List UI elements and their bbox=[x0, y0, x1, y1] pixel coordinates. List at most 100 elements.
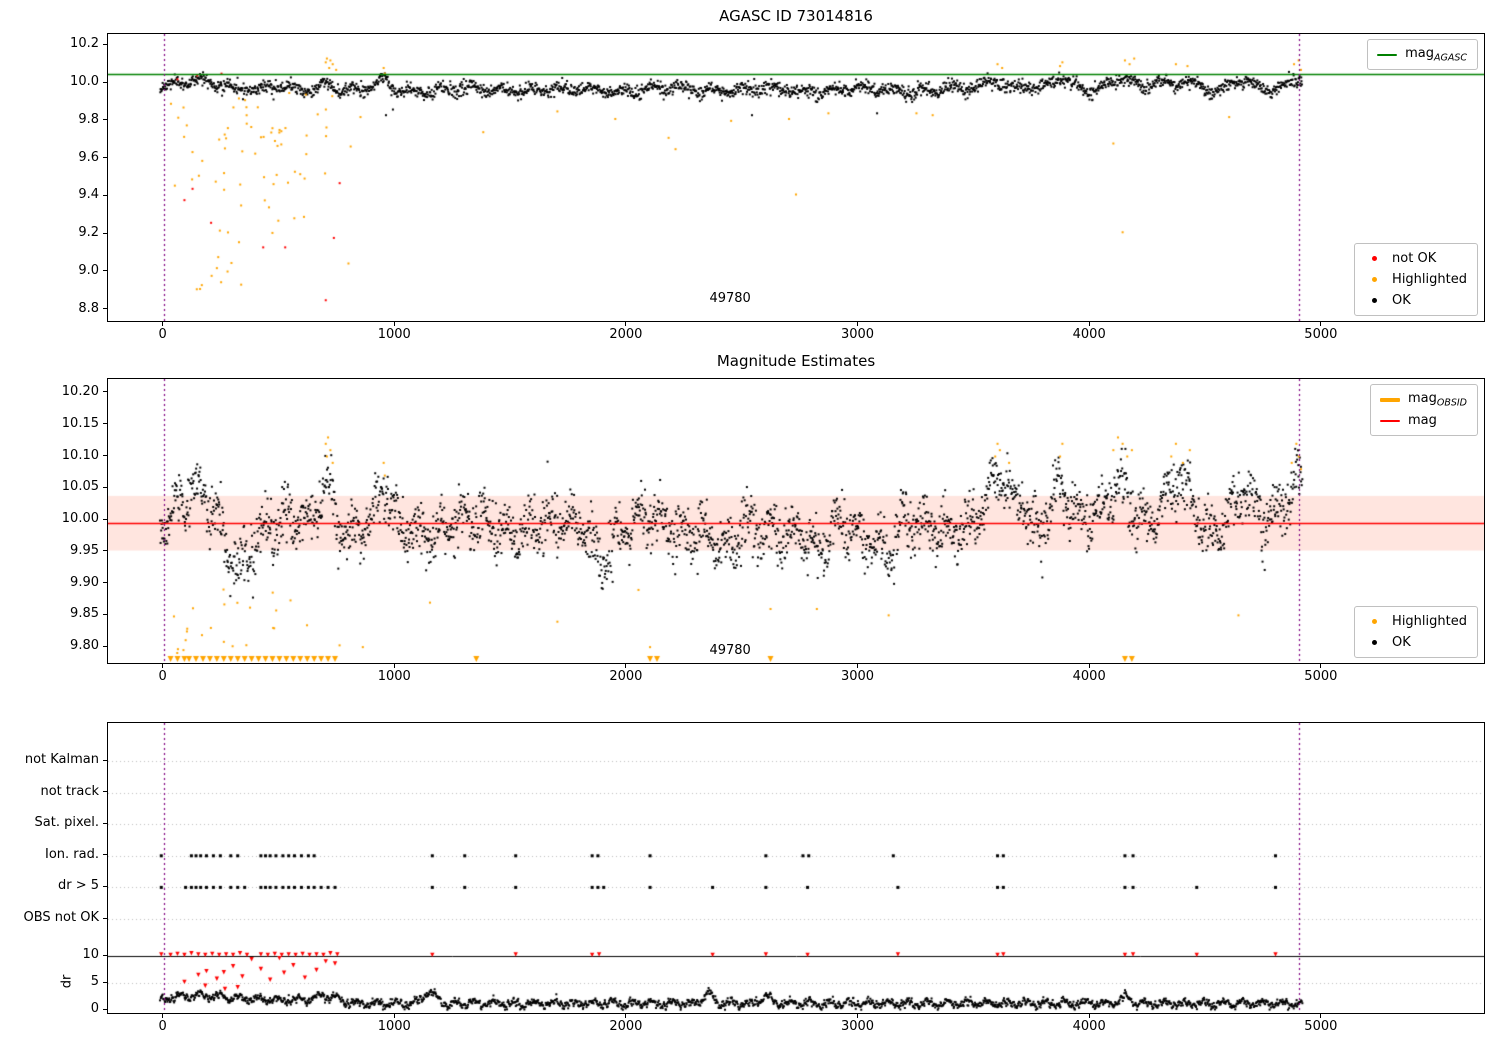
legend-item: not OK bbox=[1362, 248, 1467, 269]
legend-label: OK bbox=[1392, 635, 1411, 650]
legend-dot-marker bbox=[1362, 640, 1386, 645]
legend-label: mag bbox=[1407, 413, 1437, 428]
x-tick-label: 1000 bbox=[377, 327, 411, 342]
y-tick-mark bbox=[103, 81, 107, 83]
x-tick-mark bbox=[393, 1014, 395, 1018]
x-tick-mark bbox=[393, 322, 395, 326]
y-tick-mark bbox=[103, 423, 107, 425]
legend-marker-shape bbox=[1371, 619, 1377, 624]
y-tick-mark bbox=[103, 981, 107, 983]
y-tick-mark bbox=[103, 854, 107, 856]
y-tick-mark bbox=[103, 550, 107, 552]
y-tick-mark bbox=[103, 43, 107, 45]
x-tick-label: 3000 bbox=[840, 669, 875, 684]
x-tick-label: 4000 bbox=[1072, 327, 1106, 342]
x-tick-label: 5000 bbox=[1304, 1019, 1338, 1034]
chart2-obsid-annotation: 49780 bbox=[709, 642, 751, 658]
x-tick-label: 1000 bbox=[377, 1019, 411, 1034]
flag-row-label: not track bbox=[40, 783, 99, 799]
y-tick-label: 9.0 bbox=[78, 262, 99, 278]
x-tick-label: 5000 bbox=[1304, 327, 1338, 342]
y-tick-label: 10.20 bbox=[61, 383, 99, 399]
dr-tick-label: 0 bbox=[90, 1001, 99, 1016]
legend-item: mag bbox=[1378, 410, 1467, 431]
y-tick-mark bbox=[103, 270, 107, 272]
flag-row-label: OBS not OK bbox=[23, 910, 100, 925]
x-tick-mark bbox=[162, 1014, 164, 1018]
flag-row-label: Sat. pixel. bbox=[34, 815, 99, 831]
legend-label: OK bbox=[1392, 293, 1411, 308]
x-tick-mark bbox=[857, 664, 859, 668]
chart2-title: Magnitude Estimates bbox=[716, 352, 876, 370]
legend-marker-shape bbox=[1371, 256, 1377, 261]
y-tick-label: 9.85 bbox=[70, 606, 99, 622]
x-tick-mark bbox=[1088, 322, 1090, 326]
x-tick-mark bbox=[625, 322, 627, 326]
y-tick-label: 9.80 bbox=[70, 638, 99, 654]
flag-row-label: Ion. rad. bbox=[45, 846, 99, 862]
legend-label: not OK bbox=[1392, 251, 1437, 266]
y-tick-label: 9.8 bbox=[78, 111, 99, 127]
x-tick-mark bbox=[1088, 1014, 1090, 1018]
legend-label-subscript: AGASC bbox=[1433, 52, 1467, 64]
x-tick-mark bbox=[162, 664, 164, 668]
y-tick-label: 8.8 bbox=[78, 300, 99, 316]
legend-label: magAGASC bbox=[1405, 45, 1467, 64]
legend-marker-shape bbox=[1379, 397, 1400, 402]
y-tick-label: 9.6 bbox=[78, 149, 99, 165]
x-tick-label: 0 bbox=[158, 327, 167, 342]
flag-row-label: not Kalman bbox=[24, 752, 99, 767]
y-tick-mark bbox=[103, 613, 107, 615]
chart1-obsid-annotation: 49780 bbox=[709, 291, 751, 307]
legend-dot-marker bbox=[1362, 619, 1386, 624]
legend-dot-marker bbox=[1362, 298, 1386, 303]
y-tick-mark bbox=[103, 759, 107, 761]
legend-marker-shape bbox=[1379, 419, 1400, 422]
chart2-legend-top: magOBSID mag bbox=[1369, 384, 1478, 436]
y-tick-mark bbox=[103, 119, 107, 121]
legend-marker-shape bbox=[1377, 53, 1398, 56]
chart1-canvas bbox=[108, 34, 1484, 321]
x-tick-mark bbox=[857, 1014, 859, 1018]
y-tick-label: 9.95 bbox=[70, 542, 99, 558]
x-tick-mark bbox=[162, 322, 164, 326]
legend-line-swatch bbox=[1378, 397, 1402, 402]
dr-tick-label: 10 bbox=[82, 947, 99, 962]
y-tick-label: 10.00 bbox=[61, 511, 99, 527]
legend-item: magAGASC bbox=[1375, 44, 1467, 65]
x-tick-label: 4000 bbox=[1072, 1019, 1106, 1034]
chart3-axes bbox=[107, 722, 1485, 1014]
y-tick-label: 9.2 bbox=[78, 225, 99, 241]
x-tick-mark bbox=[1320, 664, 1322, 668]
chart1-axes bbox=[107, 33, 1485, 322]
legend-item: magOBSID bbox=[1378, 389, 1467, 410]
y-tick-label: 10.15 bbox=[61, 415, 99, 431]
y-tick-mark bbox=[103, 885, 107, 887]
flag-row-label: dr > 5 bbox=[57, 878, 99, 894]
y-tick-label: 10.0 bbox=[70, 74, 99, 90]
chart3-canvas bbox=[108, 723, 1484, 1013]
y-tick-mark bbox=[103, 391, 107, 393]
legend-line-swatch bbox=[1375, 53, 1399, 56]
legend-label: magOBSID bbox=[1407, 390, 1467, 409]
x-tick-label: 0 bbox=[158, 1019, 167, 1034]
y-tick-mark bbox=[103, 308, 107, 310]
x-tick-label: 2000 bbox=[609, 1019, 643, 1034]
legend-label: Highlighted bbox=[1392, 272, 1467, 287]
y-tick-mark bbox=[103, 157, 107, 159]
y-tick-mark bbox=[103, 232, 107, 234]
y-tick-mark bbox=[103, 917, 107, 919]
chart1-legend-bottom: not OK Highlighted OK bbox=[1354, 243, 1478, 316]
y-tick-mark bbox=[103, 455, 107, 456]
y-tick-mark bbox=[103, 791, 107, 793]
x-tick-mark bbox=[1320, 322, 1322, 326]
chart2-canvas bbox=[108, 379, 1484, 663]
legend-line-swatch bbox=[1378, 419, 1402, 422]
legend-marker-shape bbox=[1371, 277, 1377, 282]
y-tick-label: 9.90 bbox=[70, 574, 99, 590]
legend-dot-marker bbox=[1362, 277, 1386, 282]
legend-marker-shape bbox=[1371, 298, 1377, 303]
x-tick-label: 1000 bbox=[377, 669, 411, 684]
y-tick-mark bbox=[103, 1008, 107, 1010]
